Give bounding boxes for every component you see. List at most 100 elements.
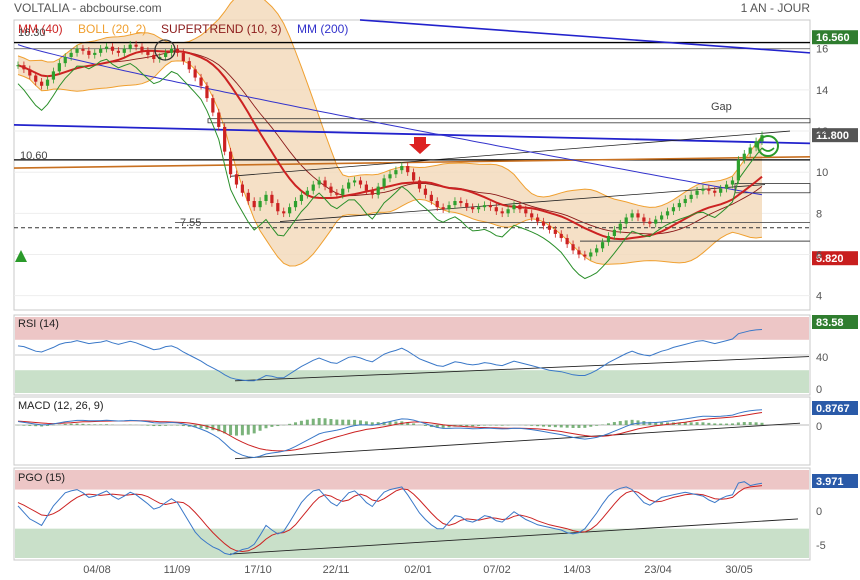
macd-histogram-bar	[606, 423, 610, 425]
macd-histogram-bar	[175, 424, 179, 426]
sell-arrow-icon	[409, 137, 431, 154]
pgo-upper-zone	[15, 470, 809, 490]
macd-histogram-bar	[276, 424, 280, 427]
candle-body	[553, 229, 557, 234]
badge-16-560-text: 16.560	[816, 32, 850, 44]
macd-histogram-bar	[689, 422, 693, 425]
candle-body	[435, 201, 439, 208]
candle-body	[376, 186, 380, 195]
x-label: 22/11	[323, 564, 350, 576]
gap-label: Gap	[711, 101, 732, 113]
candle-body	[577, 250, 581, 255]
macd-histogram-bar	[69, 423, 73, 425]
macd-histogram-bar	[577, 424, 581, 428]
candle-body	[45, 79, 50, 86]
macd-histogram-bar	[205, 424, 209, 430]
trend-line-support-upper	[229, 130, 791, 177]
macd-histogram-bar	[742, 422, 746, 425]
candle-body	[665, 211, 670, 216]
chart-header-symbol: VOLTALIA - abcbourse.com	[14, 1, 162, 15]
candle-body	[742, 153, 746, 160]
macd-histogram-bar	[406, 422, 410, 425]
candle-body	[34, 75, 38, 82]
y-tick: 12	[816, 126, 828, 138]
macd-histogram-bar	[22, 424, 26, 426]
candle-body	[559, 233, 563, 239]
candle-body	[364, 184, 368, 191]
candle-body	[169, 48, 174, 53]
candle-body	[205, 85, 209, 99]
candle-body	[506, 209, 510, 214]
pgo-badge	[812, 474, 858, 488]
candle-body	[122, 48, 126, 53]
macd-histogram-bar	[423, 424, 427, 426]
candle-body	[724, 184, 729, 189]
macd-histogram-bar	[760, 422, 764, 425]
candle-body	[299, 194, 304, 202]
macd-histogram-bar	[270, 424, 274, 427]
macd-histogram-bar	[335, 419, 339, 425]
candle-body	[671, 207, 676, 212]
bollinger-upper	[17, 0, 763, 208]
x-axis-labels: 04/08 11/09 17/10 22/11 02/01 07/02 14/0…	[83, 564, 753, 576]
legend-mm200: MM (200)	[297, 22, 348, 36]
candle-body	[642, 217, 646, 222]
candle-body	[600, 242, 605, 249]
candle-body	[282, 211, 286, 214]
candle-body	[565, 238, 569, 245]
legend-mm40: MM (40)	[18, 22, 63, 36]
macd-histogram-bar	[553, 424, 557, 428]
candle-body	[69, 52, 73, 57]
badge-11-800	[812, 128, 858, 143]
candle-body	[75, 48, 79, 53]
macd-panel	[13, 396, 811, 466]
macd-histogram-bar	[695, 422, 699, 425]
macd-histogram-bar	[559, 424, 563, 428]
macd-histogram-bar	[99, 424, 103, 425]
candle-body	[388, 174, 392, 179]
candle-body	[494, 207, 498, 212]
macd-histogram-bar	[630, 419, 634, 425]
candle-body	[252, 201, 256, 208]
macd-histogram-bar	[187, 424, 191, 427]
badge-5-820	[812, 251, 858, 266]
bollinger-band	[18, 0, 762, 266]
macd-histogram-bar	[353, 419, 357, 425]
candle-body	[707, 188, 711, 191]
candle-body	[530, 213, 534, 218]
macd-histogram-bar	[299, 420, 303, 425]
macd-histogram-bar	[530, 424, 534, 426]
macd-histogram-bar	[471, 424, 475, 427]
candle-body	[93, 52, 97, 55]
macd-histogram-bar	[725, 423, 729, 425]
price-layer	[13, 0, 811, 297]
candle-body	[193, 69, 197, 78]
x-label: 23/04	[644, 564, 672, 576]
pgo-title: PGO (15)	[18, 472, 65, 484]
candle-body	[187, 61, 191, 70]
macd-histogram-bar	[246, 424, 250, 435]
macd-tick-0: 0	[816, 421, 822, 433]
x-label: 04/08	[83, 564, 111, 576]
y-tick: 10	[816, 167, 828, 179]
macd-histogram-bar	[589, 424, 593, 427]
pgo-badge-text: 3.971	[816, 476, 844, 488]
macd-histogram-bar	[542, 424, 546, 427]
macd-histogram-bar	[713, 423, 717, 425]
candle-body	[335, 192, 339, 195]
candle-body	[512, 205, 516, 210]
macd-histogram-bar	[347, 419, 351, 425]
macd-histogram-bar	[164, 424, 168, 426]
candle-body	[719, 188, 723, 193]
candle-body	[51, 71, 56, 80]
rsi-layer	[15, 317, 810, 393]
candle-body	[116, 50, 120, 53]
pgo-trend-line	[229, 518, 799, 555]
macd-histogram-bar	[311, 418, 315, 425]
candle-body	[471, 207, 475, 210]
candle-body	[417, 180, 422, 189]
macd-histogram-bar	[547, 424, 551, 427]
candle-body	[654, 219, 658, 224]
candle-body	[16, 65, 20, 67]
